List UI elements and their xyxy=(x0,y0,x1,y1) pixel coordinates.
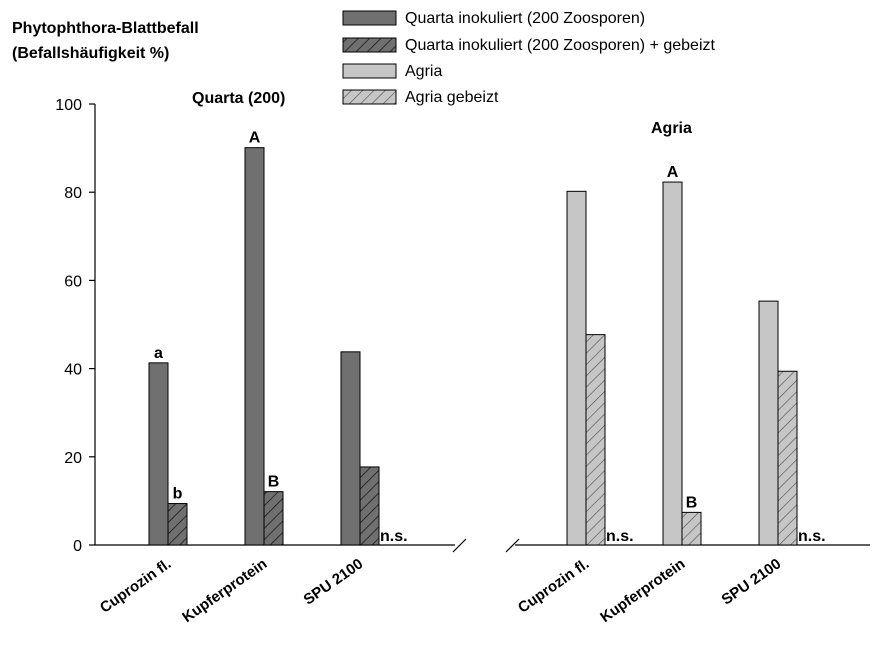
panel-title-agria: Agria xyxy=(651,120,692,137)
bar-label-2-3-2: n.s. xyxy=(798,528,826,545)
x-tick-label-2-1: Cuprozin fl. xyxy=(515,555,592,616)
axis-break-mark-right xyxy=(505,538,520,553)
legend-label-4: Agria gebeizt xyxy=(405,89,499,106)
legend-swatch-1 xyxy=(342,10,397,26)
legend-swatch-4 xyxy=(342,89,397,105)
y-tick-label-20: 20 xyxy=(64,450,82,467)
legend-label-3: Agria xyxy=(405,63,442,80)
bar-1-3-2 xyxy=(359,466,380,546)
bar-label-2-2-1: A xyxy=(667,164,679,181)
legend: Quarta inokuliert (200 Zoosporen) Quarta … xyxy=(342,10,716,106)
x-tick-labels: Cuprozin fl. Kupferprotein SPU 2100 Cuprozi… xyxy=(97,555,784,626)
bars xyxy=(148,147,798,546)
bar-label-1-1-1: a xyxy=(154,345,163,362)
y-tick-label-80: 80 xyxy=(64,185,82,202)
x-tick-label-2-3: SPU 2100 xyxy=(719,555,785,608)
axis-break-mark-left xyxy=(452,538,467,553)
y-tick-label-100: 100 xyxy=(55,97,82,114)
y-ticks: 0 20 40 60 80 100 xyxy=(55,97,95,555)
bar-1-2-1 xyxy=(244,147,265,546)
x-tick-label-2-2: Kupferprotein xyxy=(597,555,688,626)
bar-label-1-2-1: A xyxy=(249,130,261,147)
bar-2-1-1 xyxy=(566,190,587,546)
legend-label-1: Quarta inokuliert (200 Zoosporen) xyxy=(405,10,645,27)
y-tick-label-60: 60 xyxy=(64,273,82,290)
y-axis-label-line1: Phytophthora-Blattbefall xyxy=(12,20,199,37)
bar-labels: a b A Bn.s. n.s. A Bn.s. xyxy=(154,130,826,545)
x-tick-label-1-3: SPU 2100 xyxy=(301,555,367,608)
bar-1-3-1 xyxy=(340,351,361,546)
x-tick-label-1-2: Kupferprotein xyxy=(179,555,270,626)
bar-1-1-1 xyxy=(148,362,169,546)
legend-label-2: Quarta inokuliert (200 Zoosporen) + gebe… xyxy=(405,37,716,54)
y-axis-label-line2: (Befallshäufigkeit %) xyxy=(12,45,169,62)
x-tick-label-1-1: Cuprozin fl. xyxy=(97,555,174,616)
bar-2-2-2 xyxy=(681,511,702,546)
bar-label-1-2-2: B xyxy=(268,474,280,491)
bar-label-1-1-2: b xyxy=(173,486,183,503)
legend-swatch-3 xyxy=(342,63,397,79)
bar-label-2-2-2: B xyxy=(686,494,698,511)
bar-1-1-2 xyxy=(167,503,188,546)
y-tick-label-40: 40 xyxy=(64,362,82,379)
bar-2-3-1 xyxy=(758,300,779,546)
legend-swatch-2 xyxy=(342,37,397,53)
y-tick-label-0: 0 xyxy=(73,538,82,555)
bar-2-3-2 xyxy=(777,370,798,546)
panel-title-quarta: Quarta (200) xyxy=(192,90,285,107)
bar-1-2-2 xyxy=(263,491,284,546)
bar-2-2-1 xyxy=(662,181,683,546)
bar-label-2-1-2: n.s. xyxy=(606,528,634,545)
bar-label-1-3-2: n.s. xyxy=(380,528,408,545)
bar-2-1-2 xyxy=(585,334,606,546)
